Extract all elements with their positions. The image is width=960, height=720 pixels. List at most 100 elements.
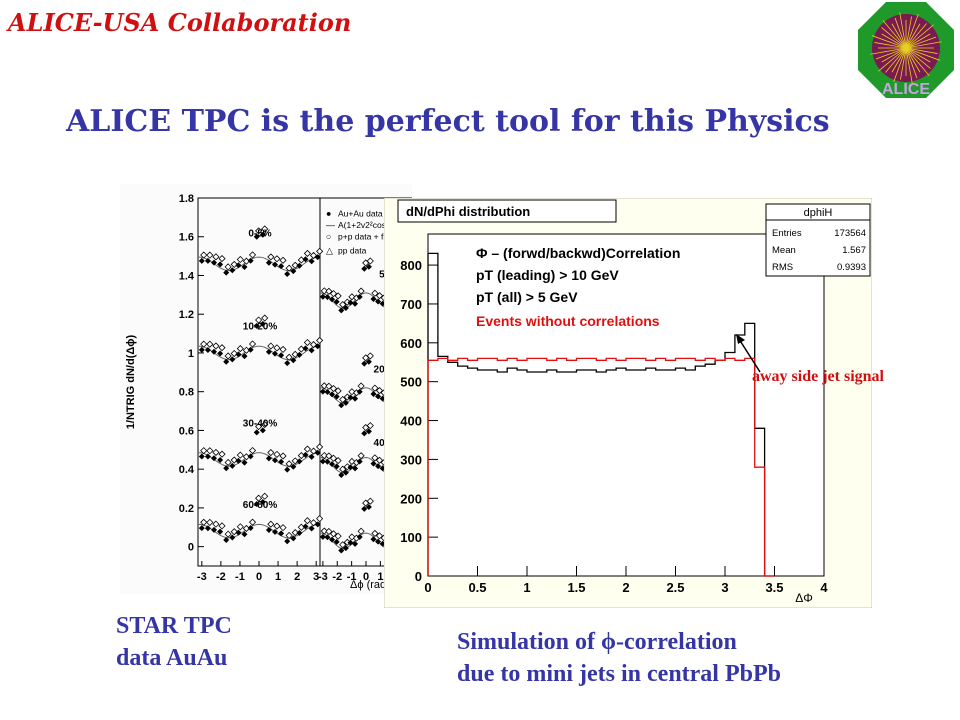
auau-point [235,351,242,358]
x-tick-label: 3 [313,571,319,583]
auau-point [347,539,354,546]
legend-entry: Au+Au data [338,208,383,218]
auau-point [235,529,242,536]
auau-point [198,257,205,264]
auau-point [361,360,368,367]
auau-point [284,538,291,545]
y-tick-label: 700 [400,297,422,312]
y-tick-label: 1.4 [179,270,195,282]
pp-flow-point [200,447,208,455]
auau-point [333,298,340,305]
x-tick-label: 1 [523,580,530,595]
pp-flow-point [273,344,281,352]
pp-flow-point [248,251,257,259]
left-panel-label: 60-80% [243,500,278,511]
auau-point [247,346,254,353]
histogram-series-1 [427,357,775,577]
legend-symbol: △ [326,245,333,255]
y-tick-label: 0.2 [179,503,194,515]
logo-ray [905,24,934,49]
pp-flow-point [357,287,365,295]
collaboration-label: ALICE-USA Collaboration [8,8,352,37]
pp-flow-point [273,522,281,530]
alice-logo: ALICE [858,2,954,98]
pp-flow-point [230,349,238,358]
pp-flow-point [279,256,287,264]
logo-ray [893,47,907,82]
page-title: ALICE TPC is the perfect tool for this P… [66,104,830,139]
y-tick-label: 0 [415,569,422,584]
chart-title: dN/dPhi distribution [406,204,530,219]
auau-point [198,525,205,532]
pp-flow-point [255,227,263,235]
auau-point [284,360,291,367]
pp-flow-point [230,456,238,464]
pp-flow-point [267,448,275,457]
away-side-annotation: away side jet signal [752,368,884,385]
pp-flow-point [357,527,365,535]
auau-point [265,348,272,355]
pp-flow-point [334,457,342,465]
stats-value: 1.567 [842,245,866,256]
legend-symbol: ○ [326,232,331,242]
pp-flow-point [309,519,318,527]
auau-point [319,458,326,465]
auau-point [342,399,349,406]
logo-ray [905,47,931,63]
pp-flow-point [279,345,287,353]
auau-point [342,545,349,552]
auau-point [308,347,315,354]
pp-flow-point [212,342,220,350]
auau-point [329,461,336,468]
pp-flow-point [273,450,281,458]
auau-point [314,343,321,350]
pp-flow-point [224,530,232,538]
auau-point [296,262,303,269]
annotation-arrow [736,334,761,373]
auau-point [272,528,279,535]
auau-point [235,457,242,464]
pp-flow-point [329,290,338,298]
pp-flow-point [212,253,220,261]
pp-flow-point [325,382,333,390]
auau-point [338,547,345,554]
auau-point [333,393,340,400]
stats-value: 173564 [834,228,866,239]
auau-point [308,453,315,460]
pp-flow-point [248,518,257,526]
auau-point [223,269,230,276]
auau-point [308,525,315,532]
pp-flow-point [303,338,311,347]
pp-flow-point [303,517,311,525]
logo-ray [905,36,937,49]
pp-flow-point [339,301,347,309]
pp-flow-point [255,316,263,324]
sim-caption-line2: due to mini jets in central PbPb [457,661,781,687]
auau-point [198,346,205,353]
pp-flow-point [255,422,263,431]
auau-point [356,458,363,465]
stats-label: Entries [772,228,802,239]
pp-flow-point [303,249,311,257]
y-tick-label: 1.6 [179,232,194,244]
auau-point [265,527,272,534]
auau-point [314,254,321,261]
logo-ray [881,33,907,49]
auau-point [319,533,326,540]
auau-point [241,263,248,270]
pp-flow-point [212,448,220,457]
auau-point [342,304,349,311]
auau-point [333,538,340,545]
x-tick-label: 0 [363,571,369,583]
x-tick-label: 2 [294,571,300,583]
auau-point [352,300,359,307]
auau-point [247,524,254,531]
auau-point [204,525,211,532]
pp-flow-point [206,447,214,455]
pp-flow-point [320,287,328,295]
pp-flow-point [309,447,318,455]
y-tick-label: 1.2 [179,309,194,321]
auau-point [370,460,377,467]
logo-ray [905,47,930,76]
title-box [397,199,617,223]
